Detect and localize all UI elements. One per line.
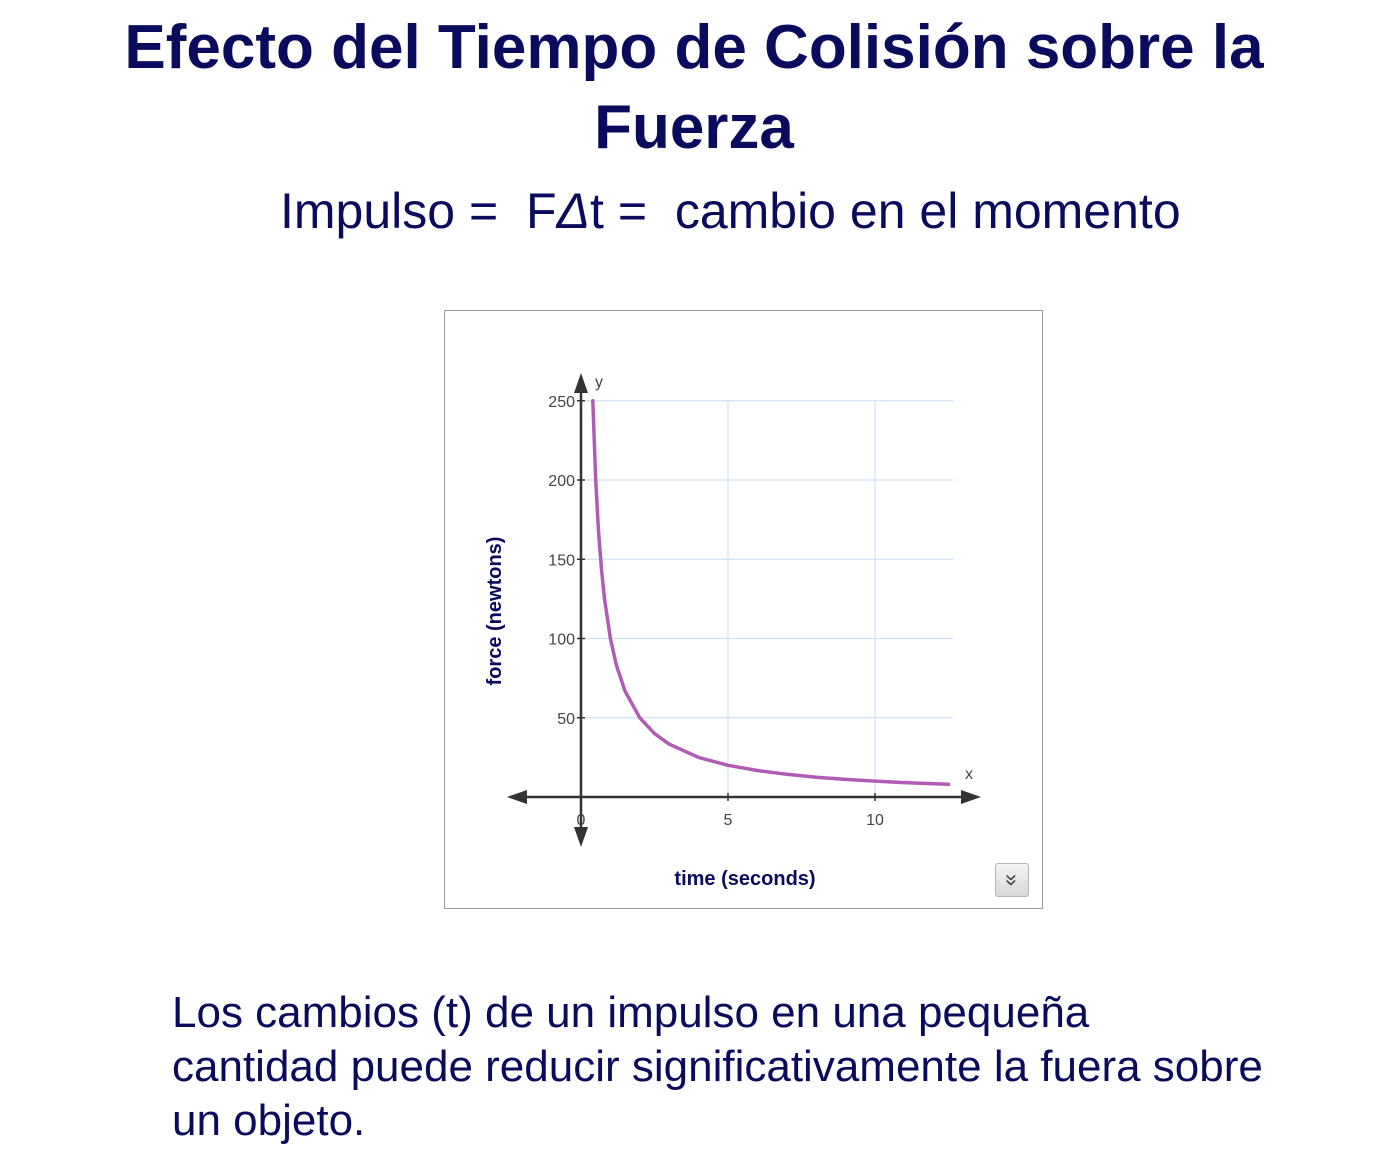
formula-delta: Δ xyxy=(556,183,591,239)
expand-button[interactable]: » xyxy=(995,863,1029,897)
formula-part-1: Impulso = F xyxy=(280,183,557,239)
x-tick-label: 10 xyxy=(866,812,884,829)
x-axis-left-arrow xyxy=(507,790,527,804)
y-tick-label: 50 xyxy=(557,711,575,728)
y-axis-label: force (newtons) xyxy=(484,537,506,686)
x-axis-name: x xyxy=(965,766,973,783)
x-tick-label: 5 xyxy=(724,812,733,829)
y-tick-label: 150 xyxy=(548,552,575,569)
x-tick-label: 0 xyxy=(577,812,586,829)
impulse-formula: Impulso = FΔt = cambio en el momento xyxy=(280,182,1181,240)
y-axis-down-arrow xyxy=(574,827,588,847)
caption-line-3: un objeto. xyxy=(172,1096,366,1145)
caption-line-2: cantidad puede reducir significativament… xyxy=(172,1042,1263,1091)
caption-line-1: Los cambios (t) de un impulso en una peq… xyxy=(172,988,1090,1037)
y-axis-up-arrow xyxy=(574,373,588,393)
y-tick-label: 200 xyxy=(548,473,575,490)
slide-title-line-2: Fuerza xyxy=(594,93,794,162)
x-axis-label: time (seconds) xyxy=(674,868,815,890)
slide-title-line-1: Efecto del Tiempo de Colisión sobre la xyxy=(124,13,1264,82)
force-curve xyxy=(591,399,951,787)
x-axis-right-arrow xyxy=(961,790,981,804)
graph-panel: y x 50 100 150 200 250 0 5 10 time (seconds) force … xyxy=(444,310,1043,909)
y-tick-label: 250 xyxy=(548,394,575,411)
y-axis-name: y xyxy=(595,374,603,391)
double-chevron-down-icon: » xyxy=(1000,873,1025,887)
y-tick-label: 100 xyxy=(548,632,575,649)
slide-title: Efecto del Tiempo de Colisión sobre la F… xyxy=(0,8,1388,168)
formula-part-2: t = cambio en el momento xyxy=(590,183,1181,239)
caption: Los cambios (t) de un impulso en una peq… xyxy=(172,986,1372,1148)
force-time-chart: y x 50 100 150 200 250 0 5 10 time (seconds) force … xyxy=(484,373,981,890)
